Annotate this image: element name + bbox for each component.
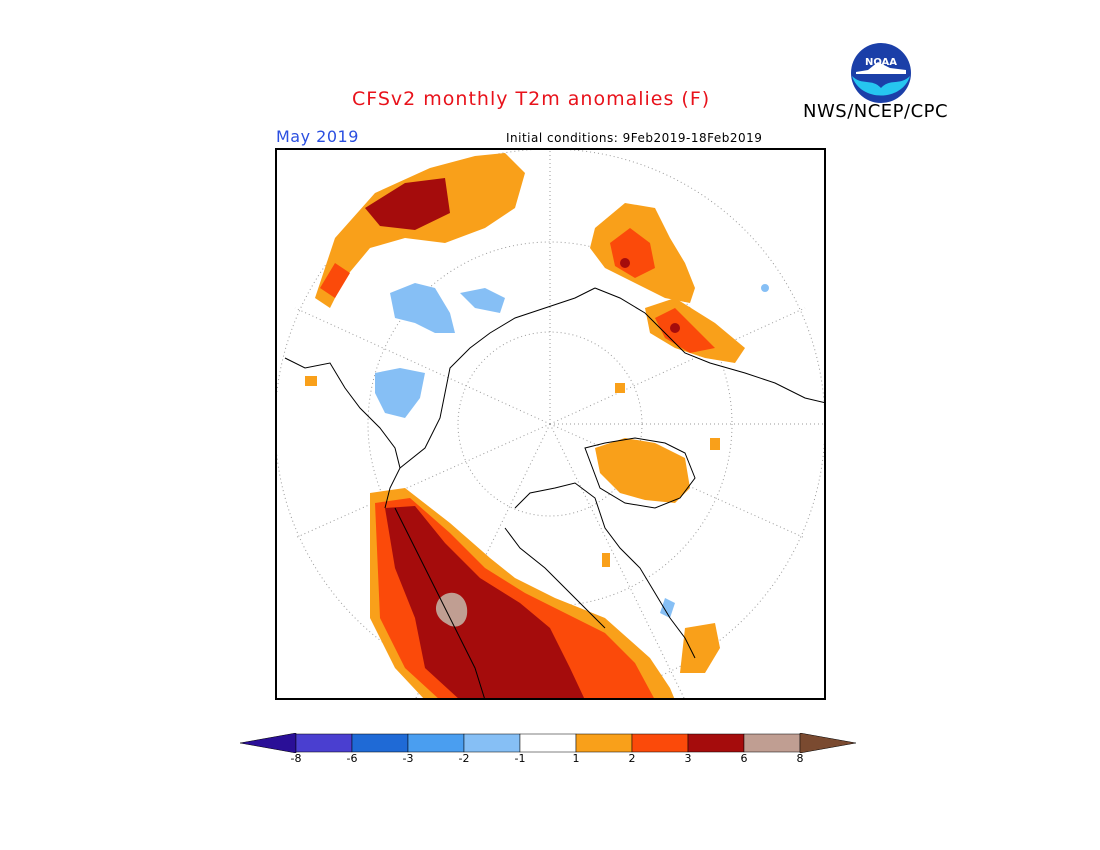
colorbar-cell bbox=[463, 733, 521, 753]
colorbar-cell bbox=[575, 733, 633, 753]
colorbar-cell bbox=[351, 733, 409, 753]
colorbar-tick-label: 6 bbox=[740, 752, 748, 765]
colorbar-tick-label: -8 bbox=[290, 752, 302, 765]
colorbar-tick-label: -1 bbox=[514, 752, 526, 765]
agency-label: NWS/NCEP/CPC bbox=[803, 101, 949, 122]
chart-title: CFSv2 monthly T2m anomalies (F) bbox=[352, 88, 711, 110]
logo-text: NOAA bbox=[865, 57, 897, 68]
colorbar-cell bbox=[687, 733, 745, 753]
anomaly-core-northwest-canada bbox=[435, 592, 468, 627]
anomaly-small-patches bbox=[305, 376, 720, 673]
initial-conditions: Initial conditions: 9Feb2019-18Feb2019 bbox=[506, 131, 763, 145]
anomaly-europe bbox=[590, 203, 745, 363]
coastlines bbox=[284, 287, 824, 698]
colorbar-cell bbox=[407, 733, 465, 753]
colorbar-tick-label: 1 bbox=[572, 752, 580, 765]
colorbar-tick-label: 8 bbox=[796, 752, 804, 765]
anomaly-siberia bbox=[315, 153, 525, 308]
colorbar-cell bbox=[743, 733, 801, 753]
anomaly-map bbox=[275, 148, 826, 700]
colorbar-cell bbox=[631, 733, 689, 753]
forecast-month: May 2019 bbox=[276, 127, 359, 146]
colorbar-tick-label: -6 bbox=[346, 752, 358, 765]
colorbar-arrow-low bbox=[239, 732, 297, 754]
colorbar-cell bbox=[295, 733, 353, 753]
colorbar-arrow-high bbox=[799, 732, 857, 754]
noaa-logo: NOAA bbox=[850, 42, 912, 104]
colorbar bbox=[239, 732, 862, 754]
anomaly-north-america bbox=[370, 488, 675, 698]
anomaly-central-asia bbox=[375, 283, 769, 618]
colorbar-cell bbox=[519, 733, 577, 753]
colorbar-tick-label: 2 bbox=[628, 752, 636, 765]
colorbar-tick-label: -3 bbox=[402, 752, 414, 765]
map-frame-border bbox=[275, 148, 826, 700]
anomaly-greenland bbox=[595, 438, 690, 503]
colorbar-tick-label: 3 bbox=[684, 752, 692, 765]
colorbar-tick-label: -2 bbox=[458, 752, 470, 765]
